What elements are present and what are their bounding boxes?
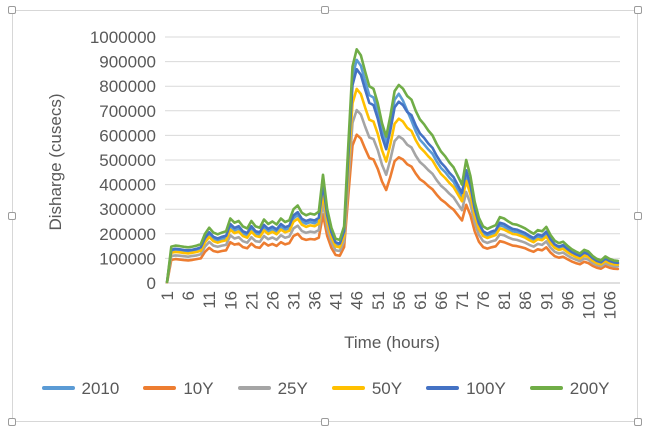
x-tick-label: 16 bbox=[221, 291, 240, 310]
x-tick-label: 21 bbox=[242, 291, 261, 310]
series-line-50Y[interactable] bbox=[165, 87, 620, 284]
x-tick-label: 91 bbox=[537, 291, 556, 310]
x-tick-label: 76 bbox=[474, 291, 493, 310]
y-tick-label: 0 bbox=[147, 274, 156, 293]
y-tick-label: 800000 bbox=[99, 77, 156, 96]
series-line-200Y[interactable] bbox=[165, 47, 620, 284]
y-tick-label: 1000000 bbox=[90, 28, 156, 47]
x-tick-label: 46 bbox=[348, 291, 367, 310]
legend-swatch-25Y bbox=[237, 386, 271, 390]
y-tick-label: 900000 bbox=[99, 53, 156, 72]
y-tick-label: 400000 bbox=[99, 176, 156, 195]
x-tick-label: 6 bbox=[179, 291, 198, 300]
legend-label-200Y: 200Y bbox=[569, 378, 610, 398]
legend-item-2010[interactable]: 2010 bbox=[41, 378, 120, 398]
legend-label-25Y: 25Y bbox=[277, 378, 308, 398]
selection-handle-n[interactable] bbox=[321, 6, 329, 14]
legend-item-100Y[interactable]: 100Y bbox=[426, 380, 506, 397]
x-tick-label: 26 bbox=[263, 291, 282, 310]
legend: 2010 10Y 25Y 50Y 100Y 200Y bbox=[20, 372, 631, 404]
x-tick-label: 41 bbox=[327, 291, 346, 310]
legend-item-50Y[interactable]: 50Y bbox=[331, 378, 403, 398]
y-axis-title: Disharge (cusecs) bbox=[46, 93, 65, 231]
selection-handle-se[interactable] bbox=[634, 418, 642, 426]
series-line-100Y[interactable] bbox=[165, 67, 620, 284]
x-tick-label: 106 bbox=[600, 291, 619, 319]
x-tick-label: 86 bbox=[516, 291, 535, 310]
legend-label-10Y: 10Y bbox=[183, 378, 214, 398]
x-tick-label: 81 bbox=[495, 291, 514, 310]
legend-label-100Y: 100Y bbox=[466, 378, 506, 398]
legend-label-50Y: 50Y bbox=[371, 378, 403, 398]
x-tick-label: 31 bbox=[284, 291, 303, 310]
x-tick-label: 1 bbox=[158, 291, 177, 300]
legend-swatch-200Y bbox=[529, 386, 563, 390]
x-tick-label: 61 bbox=[411, 291, 430, 310]
selection-handle-ne[interactable] bbox=[634, 6, 642, 14]
legend-swatch-2010 bbox=[41, 386, 75, 390]
x-tick-label: 101 bbox=[579, 291, 598, 319]
legend-item-25Y[interactable]: 25Y bbox=[237, 378, 308, 398]
legend-swatch-100Y bbox=[426, 386, 460, 390]
series-line-2010[interactable] bbox=[165, 58, 620, 284]
legend-item-10Y[interactable]: 10Y bbox=[143, 378, 214, 398]
series-line-10Y[interactable] bbox=[165, 133, 620, 284]
x-tick-label: 11 bbox=[200, 291, 219, 309]
legend-swatch-50Y bbox=[331, 386, 365, 390]
y-tick-label: 100000 bbox=[99, 249, 156, 268]
y-tick-label: 600000 bbox=[99, 126, 156, 145]
selection-handle-e[interactable] bbox=[634, 212, 642, 220]
x-tick-label: 96 bbox=[558, 291, 577, 310]
series-line-25Y[interactable] bbox=[165, 108, 620, 284]
x-tick-label: 56 bbox=[390, 291, 409, 310]
y-tick-label: 700000 bbox=[99, 102, 156, 121]
selection-handle-sw[interactable] bbox=[8, 418, 16, 426]
legend-swatch-10Y bbox=[143, 386, 177, 390]
x-tick-label: 51 bbox=[369, 291, 388, 310]
x-axis-title: Time (hours) bbox=[344, 333, 440, 352]
selection-handle-nw[interactable] bbox=[8, 6, 16, 14]
legend-item-200Y[interactable]: 200Y bbox=[529, 378, 610, 398]
selection-handle-s[interactable] bbox=[321, 418, 329, 426]
x-tick-label: 71 bbox=[453, 291, 472, 310]
x-tick-label: 66 bbox=[432, 291, 451, 310]
x-tick-label: 36 bbox=[306, 291, 325, 310]
y-tick-label: 300000 bbox=[99, 200, 156, 219]
y-tick-label: 200000 bbox=[99, 225, 156, 244]
legend-label-2010: 2010 bbox=[81, 378, 120, 398]
selection-handle-w[interactable] bbox=[8, 212, 16, 220]
y-tick-label: 500000 bbox=[99, 151, 156, 170]
